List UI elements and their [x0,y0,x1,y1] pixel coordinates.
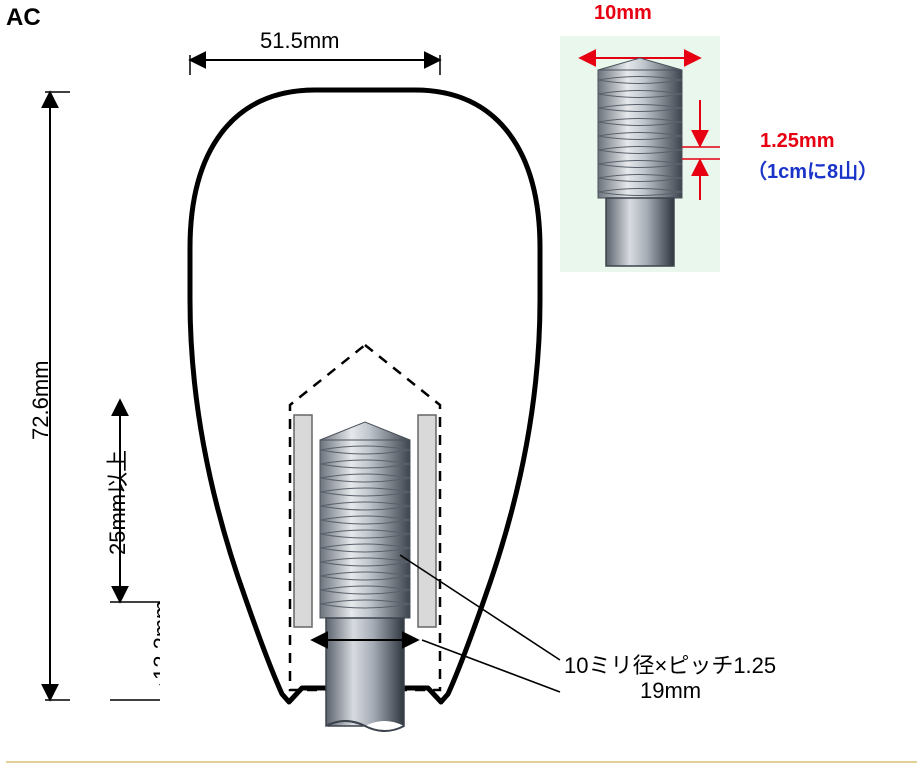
main-bolt [320,422,410,740]
diagram-svg [0,0,923,770]
bracket-left-wall [294,415,312,627]
bracket-right-wall [418,415,436,627]
detail-bolt [598,58,682,266]
